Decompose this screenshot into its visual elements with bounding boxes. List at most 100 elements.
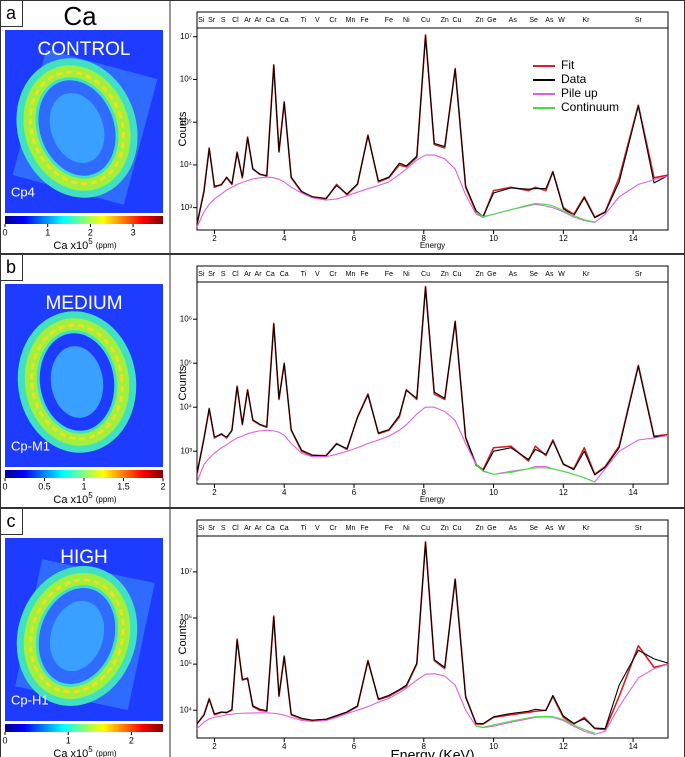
- element-label: Zn: [476, 17, 484, 24]
- y-tick-label: 10⁶: [180, 75, 192, 84]
- colorbar-label-exponent: 5: [88, 745, 93, 754]
- element-label: Fe: [360, 525, 368, 532]
- element-label: Ca: [266, 271, 275, 278]
- y-tick-label: 10⁵: [180, 117, 192, 126]
- colorbar: [5, 470, 163, 478]
- element-label: W: [558, 525, 565, 532]
- series-line: [475, 202, 595, 223]
- element-label: Si: [198, 17, 205, 24]
- map-title: MEDIUM: [45, 293, 122, 314]
- x-axis-label: Energy: [420, 495, 445, 504]
- colorbar-tick-label: 2: [129, 735, 134, 745]
- element-label: Ca: [266, 525, 275, 532]
- element-label: Kr: [583, 17, 591, 24]
- colorbar: [5, 216, 163, 224]
- x-tick-label: 10: [489, 742, 498, 751]
- panel-label-box: [0, 508, 23, 535]
- element-label: Ge: [487, 17, 496, 24]
- x-tick-label: 8: [422, 234, 427, 243]
- element-label: Sr: [208, 271, 216, 278]
- colorbar-tick-label: 0: [2, 481, 7, 491]
- x-tick-label: 4: [282, 234, 287, 243]
- y-axis-label: Counts: [177, 619, 189, 654]
- element-label: Sr: [208, 17, 216, 24]
- element-label: Ar: [255, 271, 263, 278]
- panel-label: a: [6, 3, 17, 23]
- series-line: [196, 542, 669, 730]
- map-center: [50, 346, 104, 418]
- element-label: Ti: [301, 271, 307, 278]
- panel-label-box: [0, 0, 23, 27]
- colorbar-label: Ca x105 (ppm): [53, 237, 117, 252]
- element-label: Ca: [280, 525, 289, 532]
- x-tick-label: 2: [212, 488, 217, 497]
- colorbar-label-text: Ca x10: [53, 240, 88, 252]
- figure-title: Ca: [63, 1, 97, 31]
- element-label: Ni: [403, 525, 410, 532]
- colorbar-tick-label: 1: [81, 481, 86, 491]
- y-tick-label: 10⁴: [180, 160, 193, 169]
- map-ring-core: [29, 578, 125, 694]
- element-label: S: [221, 525, 226, 532]
- y-tick-label: 10⁴: [180, 705, 193, 714]
- x-axis-label: Energy (KeV): [390, 747, 474, 757]
- element-label: Fe: [385, 271, 393, 278]
- element-label: As: [509, 271, 518, 278]
- element-label: V: [315, 17, 320, 24]
- y-tick-label: 10⁵: [180, 659, 192, 668]
- series-line: [476, 715, 595, 734]
- element-label: V: [315, 525, 320, 532]
- x-tick-label: 14: [629, 234, 638, 243]
- map-title: HIGH: [60, 547, 108, 568]
- x-tick-label: 14: [629, 742, 638, 751]
- element-label: W: [558, 17, 565, 24]
- element-label: Ar: [244, 17, 252, 24]
- element-label: Cl: [232, 525, 239, 532]
- colorbar-label-text: Ca x10: [53, 748, 88, 757]
- element-label: Ca: [280, 17, 289, 24]
- colorbar-label-exponent: 5: [88, 237, 93, 246]
- x-tick-label: 6: [352, 742, 357, 751]
- element-label: Zn: [441, 271, 449, 278]
- element-label: Cu: [421, 17, 430, 24]
- element-label: Mn: [346, 17, 356, 24]
- colorbar-label-unit: (ppm): [96, 749, 117, 757]
- element-label: Ti: [301, 525, 307, 532]
- colorbar-tick-label: 3: [131, 227, 136, 237]
- x-tick-label: 8: [422, 742, 427, 751]
- legend-label: Continuum: [561, 100, 619, 114]
- element-label: Ti: [301, 17, 307, 24]
- colorbar-tick-label: 1.5: [117, 481, 130, 491]
- element-label: As: [545, 525, 554, 532]
- element-label: Cu: [452, 271, 461, 278]
- plot-frame: [196, 281, 669, 485]
- legend-label: Fit: [561, 58, 575, 72]
- element-label: Ca: [280, 271, 289, 278]
- y-tick-label: 10⁶: [180, 613, 192, 622]
- element-label: As: [509, 17, 518, 24]
- element-label: As: [545, 17, 554, 24]
- element-label: Sr: [635, 271, 643, 278]
- y-tick-label: 10³: [180, 203, 192, 212]
- y-tick-label: 10³: [180, 446, 192, 455]
- x-tick-label: 10: [489, 234, 498, 243]
- element-label: Cr: [329, 271, 337, 278]
- colorbar-tick-label: 2: [88, 227, 93, 237]
- map-ring-core: [30, 323, 124, 441]
- element-label: Fe: [385, 525, 393, 532]
- y-axis-label: Counts: [177, 365, 189, 400]
- series-line: [196, 154, 669, 228]
- element-label: Kr: [583, 525, 591, 532]
- element-label: Ni: [403, 271, 410, 278]
- sample-label: Cp-H1: [11, 692, 49, 707]
- element-label: Ar: [255, 525, 263, 532]
- element-label: Ni: [403, 17, 410, 24]
- element-label: As: [545, 271, 554, 278]
- element-label: Ge: [487, 271, 496, 278]
- element-label: Si: [198, 525, 205, 532]
- map-center: [49, 93, 105, 163]
- element-label: S: [221, 271, 226, 278]
- y-tick-label: 10⁴: [180, 402, 193, 411]
- element-label: Zn: [476, 271, 484, 278]
- x-tick-label: 12: [559, 742, 568, 751]
